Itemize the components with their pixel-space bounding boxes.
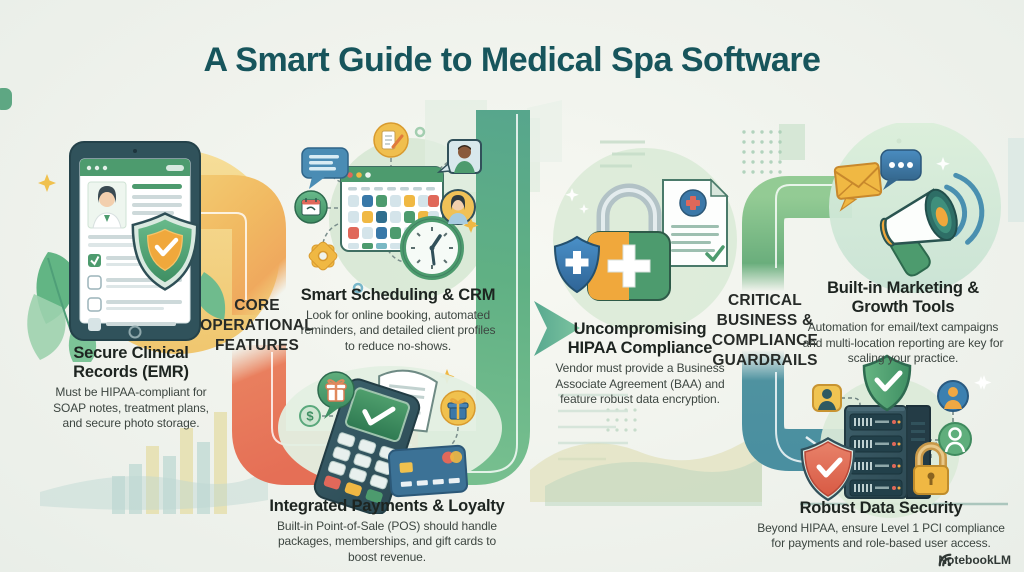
section-emr-heading: Secure Clinical Records (EMR) (73, 344, 189, 382)
marketing-illustration (829, 123, 1001, 293)
gear-icon (308, 241, 338, 271)
flow-segment-red (232, 345, 432, 485)
payments-illustration: $ (278, 366, 502, 514)
section-hipaa-heading: Uncompromising HIPAA Compliance (567, 320, 713, 358)
emr-illustration (27, 141, 226, 362)
section-marketing-body: Automation for email/text campaigns and … (802, 320, 1004, 365)
section-scheduling-heading: Smart Scheduling & CRM (300, 286, 496, 304)
section-security: Robust Data Security Beyond HIPAA, ensur… (750, 499, 1012, 552)
megaphone-icon (879, 188, 958, 277)
padlock-icon (913, 442, 949, 495)
user-role-icon-staff (937, 380, 969, 412)
user-role-icon-client (938, 422, 972, 456)
client-avatar-icon (440, 189, 476, 225)
page-title: A Smart Guide to Medical Spa Software (203, 40, 821, 79)
section-security-body: Beyond HIPAA, ensure Level 1 PCI complia… (757, 521, 1005, 551)
user-role-icon-admin (812, 384, 842, 412)
chat-bubble-icon (301, 147, 349, 189)
flow-right-band (742, 176, 852, 471)
mini-calendar-icon (294, 190, 328, 224)
flow-segment-yellow (150, 175, 286, 315)
watermark-label: NotebookLM (938, 553, 1011, 567)
clock-icon (400, 216, 464, 280)
scheduling-illustration (294, 122, 482, 294)
section-payments-body: Built-in Point-of-Sale (POS) should hand… (277, 519, 497, 564)
stage-label-core: CORE OPERATIONAL FEATURES (200, 297, 314, 355)
dollar-icon: $ (299, 405, 321, 427)
credit-card-icon (387, 444, 469, 498)
section-emr: Secure Clinical Records (EMR) Must be HI… (42, 344, 220, 431)
section-payments-heading: Integrated Payments & Loyalty (269, 497, 505, 515)
section-marketing: Built-in Marketing & Growth Tools Automa… (797, 279, 1009, 366)
stage-label-guardrails: CRITICAL BUSINESS & COMPLIANCE GUARDRAIL… (711, 292, 819, 370)
section-scheduling: Smart Scheduling & CRM Look for online b… (293, 286, 503, 354)
hipaa-illustration (553, 178, 729, 301)
svg-text:$: $ (306, 409, 314, 424)
notebooklm-logo-icon (938, 553, 952, 567)
shield-cross-icon (553, 235, 601, 294)
section-scheduling-body: Look for online booking, automated remin… (300, 308, 496, 353)
security-illustration (800, 354, 988, 518)
section-payments: Integrated Payments & Loyalty Built-in P… (258, 497, 516, 565)
medical-padlock-icon (587, 183, 671, 301)
baa-document-icon (662, 178, 729, 267)
section-hipaa: Uncompromising HIPAA Compliance Vendor m… (542, 320, 738, 407)
email-envelope-icon (833, 162, 883, 212)
green-shield-check-icon (862, 354, 912, 412)
sms-bubble-icon (880, 149, 922, 190)
section-hipaa-body: Vendor must provide a Business Associate… (555, 361, 725, 406)
gift-icon-alt (440, 390, 476, 426)
shield-check-icon (131, 212, 199, 291)
pos-terminal-icon (313, 378, 421, 514)
section-security-heading: Robust Data Security (799, 499, 963, 517)
clinician-avatar (87, 181, 127, 229)
section-marketing-heading: Built-in Marketing & Growth Tools (827, 279, 979, 317)
section-emr-body: Must be HIPAA-compliant for SOAP notes, … (53, 385, 209, 430)
red-shield-check-icon (800, 437, 856, 502)
notebooklm-watermark: NotebookLM (938, 553, 1011, 567)
client-avatar-frame-icon (436, 139, 482, 174)
note-pencil-icon (373, 122, 409, 158)
gift-icon (317, 371, 355, 419)
flow-arrow-icon (534, 301, 580, 356)
